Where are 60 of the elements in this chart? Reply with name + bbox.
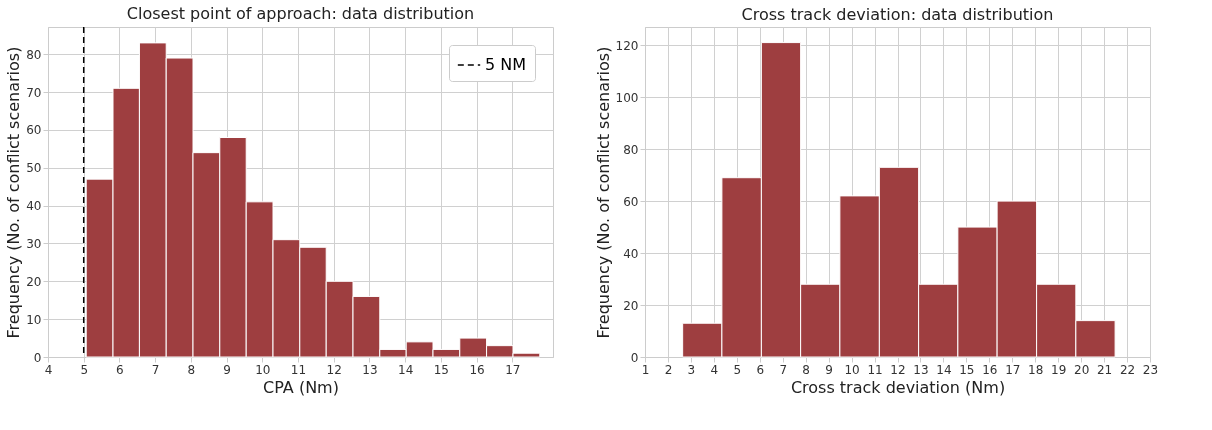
ref-line-label: 5 NM: [485, 55, 527, 74]
y-axis-title: Frequency (No. of conflict scenarios): [4, 46, 24, 339]
x-tick-label: 15: [959, 362, 975, 377]
y-tick-label: 120: [615, 38, 639, 53]
x-tick-label: 4: [44, 362, 53, 377]
x-tick-label: 12: [326, 362, 342, 377]
y-tick-label: 0: [630, 350, 639, 365]
y-tick-label: 50: [26, 161, 42, 176]
x-tick-label: 5: [733, 362, 742, 377]
y-tick-label: 70: [26, 85, 42, 100]
x-tick-label: 16: [469, 362, 485, 377]
y-tick-label: 80: [623, 142, 639, 157]
x-tick-label: 14: [398, 362, 414, 377]
y-tick-label: 10: [26, 312, 42, 327]
x-tick-label: 4: [710, 362, 719, 377]
y-tick-label: 100: [615, 90, 639, 105]
x-tick-label: 13: [362, 362, 378, 377]
y-tick-label: 0: [33, 350, 42, 365]
x-tick-label: 9: [825, 362, 833, 377]
x-tick-label: 5: [80, 362, 89, 377]
x-tick-label: 10: [255, 362, 271, 377]
chart-title: Closest point of approach: data distribution: [126, 4, 475, 24]
x-tick-label: 7: [151, 362, 160, 377]
x-tick-label: 1: [641, 362, 650, 377]
x-tick-label: 14: [936, 362, 952, 377]
x-tick-label: 23: [1142, 362, 1159, 377]
y-axis-title: Frequency (No. of conflict scenarios): [593, 46, 613, 339]
x-tick-label: 15: [433, 362, 449, 377]
x-tick-label: 19: [1051, 362, 1067, 377]
x-tick-label: 16: [982, 362, 998, 377]
x-axis-title: Cross track deviation (Nm): [790, 377, 1006, 397]
x-tick-label: 18: [1028, 362, 1044, 377]
x-tick-label: 10: [844, 362, 860, 377]
x-axis-title: CPA (Nm): [263, 377, 339, 397]
x-tick-label: 21: [1096, 362, 1113, 377]
y-tick-label: 20: [623, 298, 639, 313]
x-tick-label: 17: [505, 362, 521, 377]
x-tick-label: 8: [187, 362, 196, 377]
x-tick-label: 2: [664, 362, 673, 377]
x-tick-label: 20: [1074, 362, 1090, 377]
x-tick-label: 11: [867, 362, 883, 377]
x-tick-label: 3: [687, 362, 696, 377]
y-tick-label: 60: [26, 123, 42, 138]
x-tick-label: 6: [116, 362, 124, 377]
x-tick-label: 6: [756, 362, 765, 377]
x-tick-label: 22: [1119, 362, 1136, 377]
x-tick-label: 13: [913, 362, 929, 377]
chart-title: Cross track deviation: data distribution: [741, 5, 1054, 24]
x-tick-label: 12: [890, 362, 906, 377]
y-tick-label: 20: [26, 274, 42, 289]
y-tick-label: 40: [623, 246, 639, 261]
y-tick-label: 80: [26, 47, 42, 62]
x-tick-label: 8: [802, 362, 810, 377]
y-tick-label: 30: [26, 236, 42, 251]
x-tick-label: 7: [779, 362, 788, 377]
x-tick-label: 17: [1005, 362, 1021, 377]
y-tick-label: 40: [26, 199, 42, 214]
y-tick-label: 60: [623, 194, 639, 209]
x-tick-label: 11: [290, 362, 307, 377]
x-tick-label: 9: [223, 362, 231, 377]
